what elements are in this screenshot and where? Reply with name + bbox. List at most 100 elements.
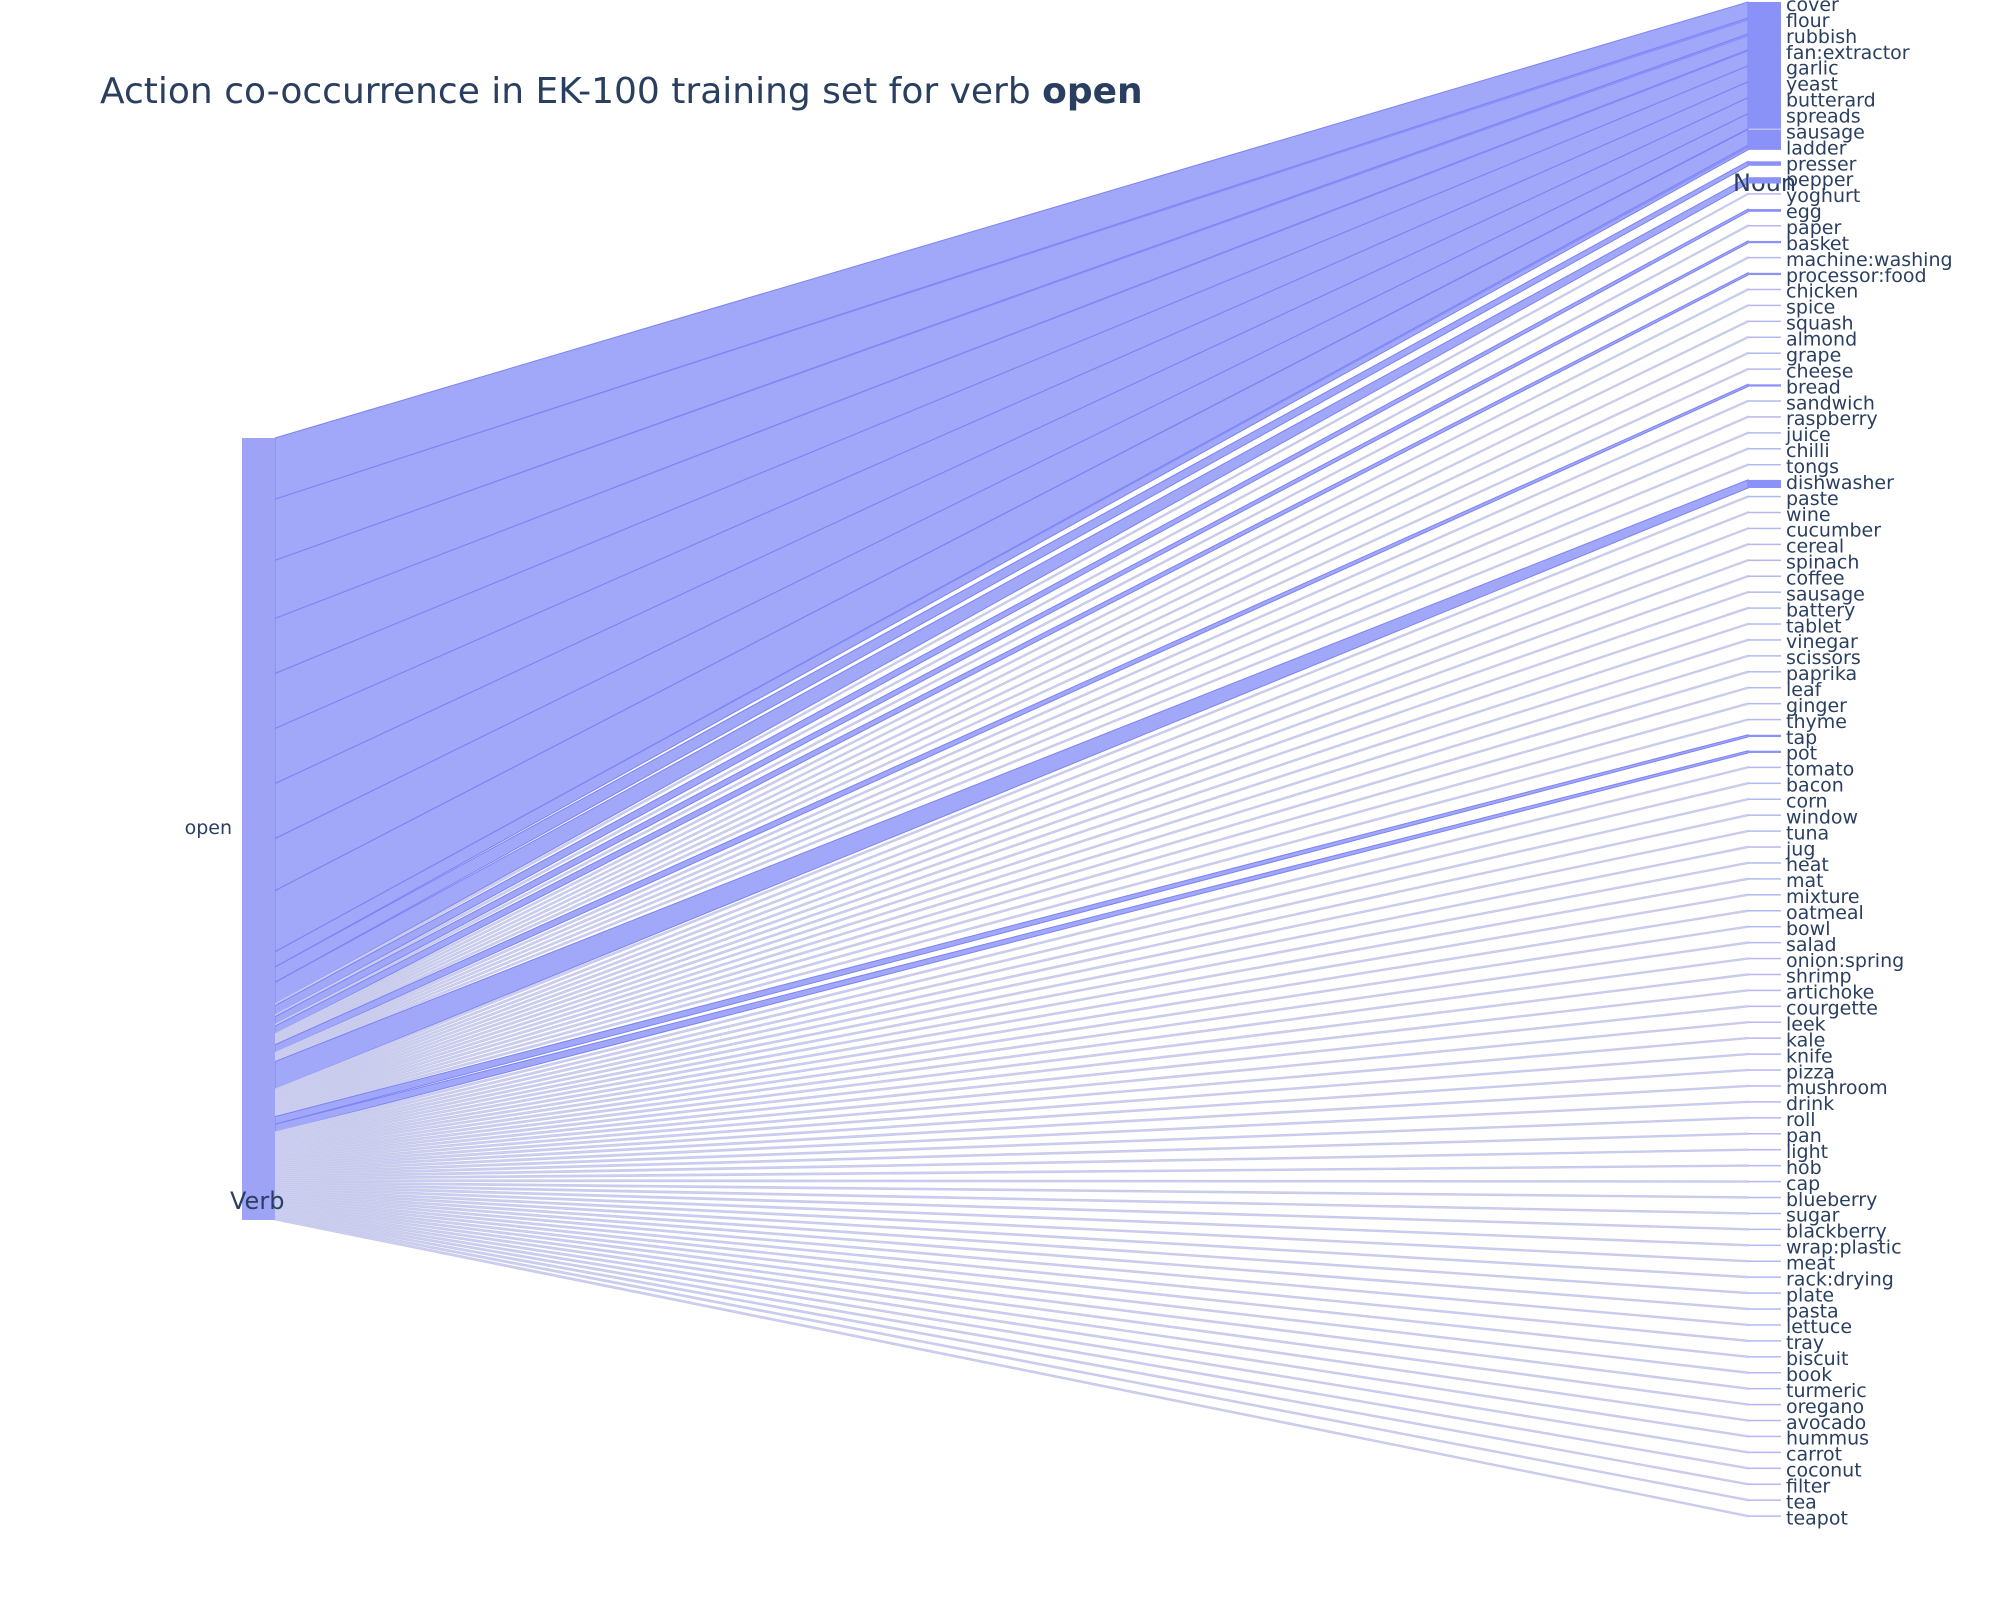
noun-bar-mixture[interactable] <box>1748 894 1781 896</box>
noun-bar-juice[interactable] <box>1748 432 1781 434</box>
noun-bar-pot[interactable] <box>1748 750 1781 753</box>
noun-bar-egg[interactable] <box>1748 209 1781 212</box>
noun-bar-tomato[interactable] <box>1748 766 1781 769</box>
noun-bar-blueberry[interactable] <box>1748 1196 1781 1199</box>
noun-bar-turmeric[interactable] <box>1748 1387 1781 1390</box>
ribbon-teapot[interactable] <box>274 1217 1749 1518</box>
noun-bar-corn[interactable] <box>1748 798 1781 801</box>
noun-bar-onion:spring[interactable] <box>1748 957 1781 960</box>
noun-bar-pan[interactable] <box>1748 1133 1781 1135</box>
noun-bar-wine[interactable] <box>1748 511 1781 514</box>
ribbon-filter[interactable] <box>274 1213 1749 1486</box>
noun-bar-jug[interactable] <box>1748 846 1781 848</box>
noun-bar-tuna[interactable] <box>1748 830 1781 832</box>
verb-axis-bar[interactable] <box>242 438 275 1220</box>
noun-bar-spinach[interactable] <box>1748 559 1781 562</box>
noun-bar-pepper[interactable] <box>1748 177 1781 184</box>
noun-bar-chilli[interactable] <box>1748 448 1781 450</box>
noun-bar-battery[interactable] <box>1748 607 1781 609</box>
noun-bar-spreads[interactable] <box>1748 113 1781 129</box>
noun-bar-wrap:plastic[interactable] <box>1748 1244 1781 1247</box>
noun-bar-cap[interactable] <box>1748 1180 1781 1183</box>
noun-bar-light[interactable] <box>1748 1148 1781 1151</box>
noun-bar-coconut[interactable] <box>1748 1467 1781 1470</box>
noun-bar-tea[interactable] <box>1748 1499 1781 1501</box>
noun-bar-hob[interactable] <box>1748 1164 1781 1167</box>
noun-bar-garlic[interactable] <box>1748 65 1781 82</box>
noun-bar-biscuit[interactable] <box>1748 1356 1781 1358</box>
noun-bar-avocado[interactable] <box>1748 1419 1781 1422</box>
noun-bar-teapot[interactable] <box>1748 1515 1781 1517</box>
noun-bar-leek[interactable] <box>1748 1021 1781 1024</box>
noun-bar-courgette[interactable] <box>1748 1005 1781 1008</box>
noun-bar-vinegar[interactable] <box>1748 639 1781 641</box>
noun-bar-kale[interactable] <box>1748 1037 1781 1039</box>
noun-bar-carrot[interactable] <box>1748 1451 1781 1454</box>
noun-bar-bowl[interactable] <box>1748 925 1781 928</box>
noun-bar-pizza[interactable] <box>1748 1069 1781 1071</box>
noun-bar-lettuce[interactable] <box>1748 1324 1781 1326</box>
noun-bar-plate[interactable] <box>1748 1292 1781 1294</box>
noun-bar-scissors[interactable] <box>1748 655 1781 657</box>
noun-bar-almond[interactable] <box>1748 336 1781 339</box>
noun-bar-salad[interactable] <box>1748 941 1781 944</box>
noun-bar-butterard[interactable] <box>1748 97 1781 114</box>
noun-bar-pasta[interactable] <box>1748 1308 1781 1310</box>
noun-bar-bread[interactable] <box>1748 384 1781 387</box>
noun-bar-cucumber[interactable] <box>1748 527 1781 530</box>
noun-bar-heat[interactable] <box>1748 862 1781 864</box>
noun-bar-raspberry[interactable] <box>1748 416 1781 418</box>
noun-bar-coffee[interactable] <box>1748 575 1781 577</box>
noun-bar-fan:extractor[interactable] <box>1748 49 1781 66</box>
ribbon-cap[interactable] <box>274 1179 1749 1183</box>
noun-bar-dishwasher[interactable] <box>1748 479 1781 488</box>
noun-bar-meat[interactable] <box>1748 1260 1781 1262</box>
noun-bar-paste[interactable] <box>1748 495 1781 498</box>
noun-bar-book[interactable] <box>1748 1371 1781 1374</box>
noun-bar-blackberry[interactable] <box>1748 1228 1781 1231</box>
noun-bar-hummus[interactable] <box>1748 1435 1781 1438</box>
ribbon-leek[interactable] <box>274 1020 1749 1164</box>
noun-bar-ginger[interactable] <box>1748 702 1781 705</box>
ribbon-tea[interactable] <box>274 1215 1749 1502</box>
ribbon-avocado[interactable] <box>274 1206 1749 1422</box>
noun-bar-shrimp[interactable] <box>1748 973 1781 976</box>
noun-bar-oatmeal[interactable] <box>1748 910 1781 912</box>
noun-bar-cover[interactable] <box>1748 2 1781 20</box>
ribbon-turmeric[interactable] <box>274 1202 1749 1390</box>
noun-bar-flour[interactable] <box>1748 17 1781 36</box>
noun-bar-knife[interactable] <box>1748 1053 1781 1055</box>
noun-bar-bacon[interactable] <box>1748 782 1781 785</box>
noun-bar-spice[interactable] <box>1748 304 1781 307</box>
noun-bar-basket[interactable] <box>1748 240 1781 244</box>
noun-bar-yeast[interactable] <box>1748 81 1781 98</box>
noun-bar-sausage[interactable] <box>1748 129 1781 148</box>
noun-bar-paper[interactable] <box>1748 225 1781 227</box>
ribbon-book[interactable] <box>274 1201 1749 1374</box>
ribbon-carrot[interactable] <box>274 1210 1749 1454</box>
noun-bar-sandwich[interactable] <box>1748 400 1781 402</box>
noun-bar-processor:food[interactable] <box>1748 272 1781 276</box>
noun-bar-squash[interactable] <box>1748 320 1781 323</box>
noun-bar-paprika[interactable] <box>1748 671 1781 673</box>
noun-bar-machine:washing[interactable] <box>1748 256 1781 259</box>
noun-bar-sugar[interactable] <box>1748 1212 1781 1215</box>
noun-bar-tablet[interactable] <box>1748 623 1781 625</box>
noun-bar-tongs[interactable] <box>1748 463 1781 466</box>
noun-bar-grape[interactable] <box>1748 352 1781 354</box>
noun-bar-window[interactable] <box>1748 814 1781 816</box>
noun-bar-thyme[interactable] <box>1748 718 1781 721</box>
noun-bar-artichoke[interactable] <box>1748 989 1781 992</box>
noun-bar-drink[interactable] <box>1748 1101 1781 1103</box>
noun-bar-presser[interactable] <box>1748 161 1781 166</box>
noun-bar-filter[interactable] <box>1748 1483 1781 1485</box>
noun-bar-rubbish[interactable] <box>1748 33 1781 51</box>
noun-bar-leaf[interactable] <box>1748 686 1781 689</box>
noun-bar-cereal[interactable] <box>1748 543 1781 546</box>
noun-bar-tray[interactable] <box>1748 1340 1781 1342</box>
noun-bar-mushroom[interactable] <box>1748 1085 1781 1087</box>
ribbon-tray[interactable] <box>274 1197 1749 1343</box>
noun-bar-sausage[interactable] <box>1748 591 1781 593</box>
noun-bar-ladder[interactable] <box>1748 145 1781 150</box>
noun-bar-cheese[interactable] <box>1748 368 1781 370</box>
